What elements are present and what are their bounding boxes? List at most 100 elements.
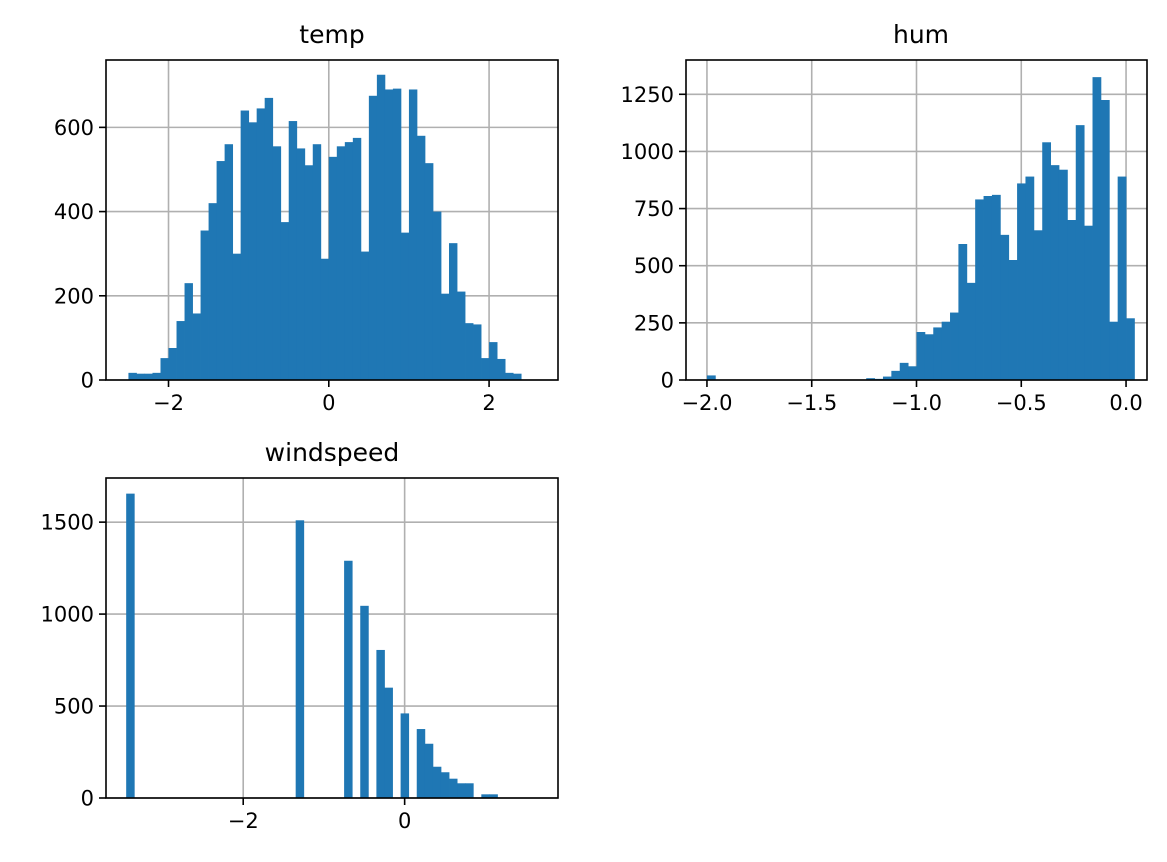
- chart-2-bar-39: [440, 772, 450, 798]
- chart-0-bar-26: [336, 146, 346, 380]
- chart-2-x-tick-label-1: 0: [398, 809, 411, 833]
- chart-2-bar-41: [457, 783, 466, 798]
- chart-2-bar-37: [424, 743, 434, 798]
- chart-1-bar-21: [882, 376, 892, 380]
- chart-0-bar-19: [280, 222, 290, 380]
- chart-0-bar-33: [392, 88, 402, 380]
- chart-2-bar-27: [344, 560, 353, 798]
- windspeed-panel-title: windspeed: [265, 438, 400, 467]
- chart-0-x-tick-label-0: −2: [153, 391, 184, 415]
- chart-1-bar-27: [933, 327, 943, 380]
- chart-1-bar-0: [706, 375, 716, 380]
- chart-0-bar-9: [200, 230, 209, 380]
- chart-0-y-tick-label-3: 600: [54, 116, 94, 140]
- chart-2-y-tick-label-1: 500: [54, 695, 94, 719]
- chart-1-bar-43: [1067, 220, 1077, 380]
- chart-0-axes-frame: [105, 59, 559, 381]
- chart-0-bar-32: [384, 89, 394, 380]
- chart-1-bar-26: [924, 334, 934, 380]
- chart-0-bar-23: [312, 144, 322, 380]
- chart-0-bar-17: [264, 97, 274, 380]
- chart-0-y-tick-label-1: 200: [54, 284, 94, 308]
- chart-1-bar-30: [958, 244, 968, 380]
- chart-2-x-tick-label-0: −2: [228, 809, 259, 833]
- chart-0-bar-36: [416, 135, 426, 380]
- chart-1-bar-37: [1017, 183, 1026, 380]
- chart-0-bar-16: [256, 108, 266, 380]
- chart-1-bar-32: [975, 199, 984, 380]
- chart-0-bar-11: [216, 161, 226, 380]
- chart-0-bar-41: [457, 291, 466, 380]
- chart-0-bar-35: [408, 89, 418, 380]
- chart-1-y-tick-label-5: 1250: [621, 83, 674, 107]
- chart-0-bar-8: [192, 313, 201, 380]
- chart-0-x-tick-label-2: 2: [482, 391, 495, 415]
- chart-1-y-tick-label-0: 0: [661, 369, 674, 393]
- chart-2-bar-32: [384, 687, 393, 798]
- chart-2-axes-frame: [105, 477, 559, 799]
- chart-1-bar-39: [1033, 230, 1043, 380]
- chart-0-bar-14: [240, 110, 250, 381]
- chart-1-x-tick-label-4: 0.0: [1109, 391, 1142, 415]
- chart-0-bar-42: [465, 323, 474, 380]
- chart-0-bar-12: [224, 144, 234, 380]
- hum-plot-area: −2.0 −1.5 −1.0 −0.5 0.0 0 250 500 750 1000 1250: [621, 59, 1148, 415]
- chart-0-bar-24: [320, 258, 330, 380]
- chart-1-bar-44: [1075, 125, 1085, 381]
- windspeed-histogram-panel: windspeed −2 0 0 500 1000 1500: [41, 438, 559, 833]
- chart-0-bar-38: [432, 211, 442, 380]
- chart-0-y-tick-label-0: 0: [81, 369, 94, 393]
- chart-0-bar-3: [152, 372, 161, 380]
- chart-2-bar-44: [481, 794, 490, 798]
- chart-1-bar-25: [916, 332, 926, 380]
- chart-1-x-tick-label-3: −0.5: [996, 391, 1047, 415]
- chart-1-x-tick-label-1: −1.5: [786, 391, 837, 415]
- chart-0-bar-30: [368, 95, 378, 380]
- chart-1-bar-48: [1109, 321, 1119, 380]
- chart-0-bar-43: [473, 324, 482, 380]
- temp-histogram-panel: temp −2 0 2 0 200 400 600: [54, 20, 559, 415]
- chart-0-bar-15: [248, 122, 258, 380]
- chart-0-bar-48: [513, 373, 522, 380]
- chart-0-bar-28: [352, 137, 362, 380]
- temp-plot-area: −2 0 2 0 200 400 600: [54, 59, 559, 415]
- chart-1-bar-47: [1100, 100, 1110, 380]
- chart-0-bar-2: [144, 373, 153, 380]
- chart-2-bar-29: [360, 605, 369, 798]
- chart-0-x-tick-label-1: 0: [322, 391, 335, 415]
- hum-histogram-panel: hum −2.0 −1.5 −1.0 −0.5 0.0 0 250 500 750 1000 125…: [621, 20, 1148, 415]
- chart-2-bar-40: [449, 778, 458, 798]
- chart-0-bar-10: [208, 203, 217, 380]
- chart-2-bar-0: [126, 493, 135, 798]
- hum-panel-title: hum: [893, 20, 949, 49]
- chart-2-y-tick-label-3: 1500: [41, 511, 94, 535]
- chart-1-bar-29: [950, 312, 959, 380]
- chart-0-bar-6: [176, 321, 185, 380]
- chart-1-x-tick-label-0: −2.0: [681, 391, 732, 415]
- chart-1-bar-31: [966, 282, 976, 380]
- chart-0-bar-45: [489, 342, 498, 380]
- chart-1-bar-28: [941, 321, 951, 380]
- chart-0-bar-46: [497, 358, 506, 380]
- chart-1-bar-40: [1042, 142, 1052, 380]
- chart-2-bar-45: [489, 794, 498, 798]
- chart-0-bar-4: [160, 358, 169, 380]
- chart-0-bar-40: [449, 243, 458, 380]
- chart-0-bar-31: [376, 74, 386, 380]
- chart-0-bar-21: [296, 148, 306, 380]
- chart-1-x-tick-label-2: −1.0: [891, 391, 942, 415]
- chart-1-bar-50: [1126, 318, 1135, 380]
- chart-0-y-tick-label-2: 400: [54, 200, 94, 224]
- chart-0-bar-22: [304, 165, 314, 380]
- chart-2-bar-31: [376, 649, 385, 798]
- chart-1-bar-23: [899, 362, 909, 380]
- chart-2-bar-36: [416, 729, 426, 798]
- chart-1-bar-41: [1050, 165, 1060, 380]
- chart-1-bar-19: [866, 378, 875, 380]
- chart-0-bar-27: [344, 142, 354, 380]
- chart-1-bar-42: [1058, 169, 1068, 380]
- chart-0-bar-25: [328, 156, 338, 380]
- chart-1-y-tick-label-1: 250: [634, 311, 674, 335]
- chart-1-bar-38: [1025, 176, 1035, 380]
